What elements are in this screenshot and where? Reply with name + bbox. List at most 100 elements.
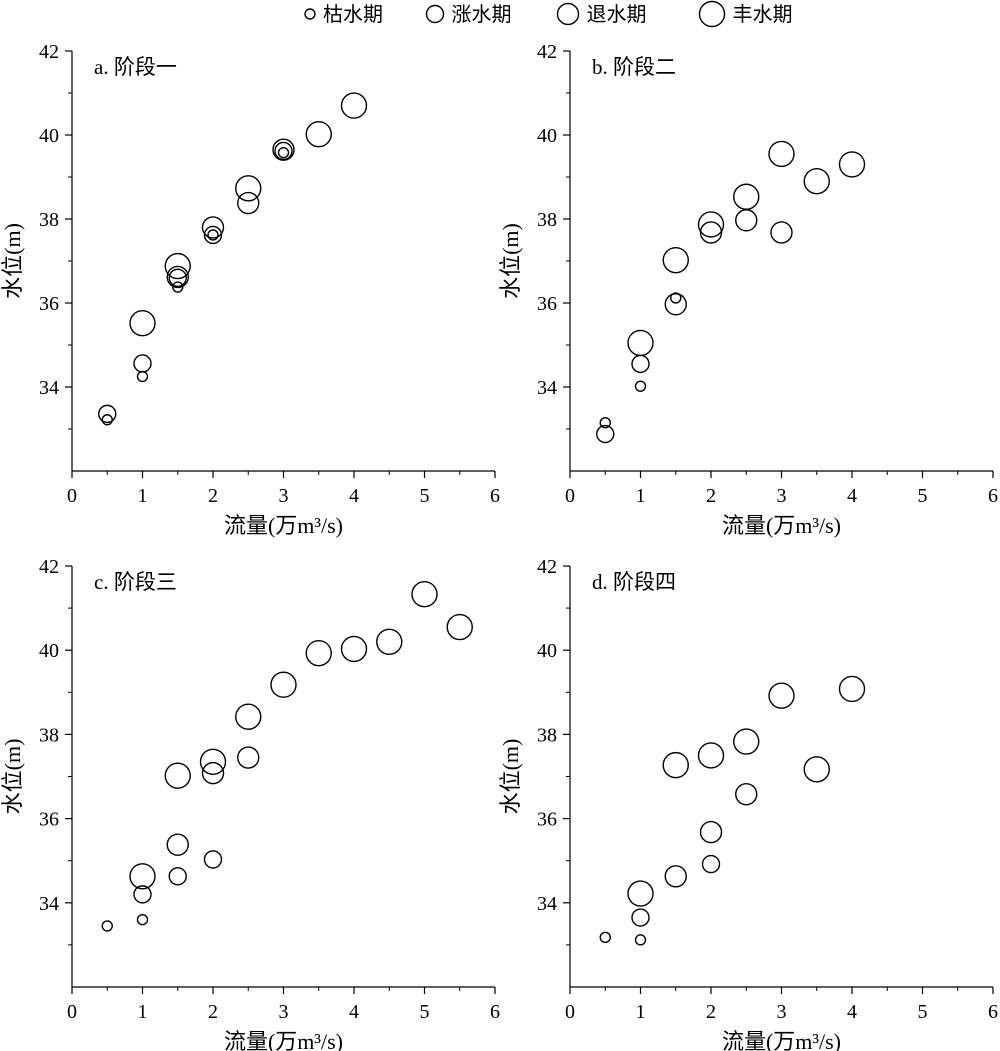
data-point: [129, 863, 156, 890]
data-point: [237, 746, 260, 769]
data-point: [446, 613, 473, 641]
x-tick-label: 2: [208, 485, 218, 507]
data-point: [768, 140, 795, 168]
data-point: [201, 216, 225, 239]
data-point: [662, 246, 689, 274]
y-tick-label: 42: [537, 41, 557, 63]
data-point: [627, 329, 654, 357]
x-tick-label: 1: [636, 485, 646, 507]
x-tick-label: 6: [988, 1001, 998, 1023]
data-point: [735, 209, 758, 232]
data-point: [634, 380, 647, 392]
data-point: [770, 221, 793, 244]
x-tick-label: 4: [349, 485, 359, 507]
data-point: [803, 167, 830, 195]
legend-marker-4: [698, 0, 726, 28]
legend-label-3: 退水期: [587, 3, 647, 26]
data-point: [136, 370, 149, 383]
data-point: [201, 761, 225, 785]
data-point: [203, 850, 223, 869]
data-point: [270, 671, 297, 698]
data-point: [340, 635, 368, 663]
legend-label-4: 丰水期: [733, 3, 793, 26]
x-tick-label: 2: [706, 1001, 716, 1023]
data-point: [670, 292, 682, 304]
y-tick-label: 34: [537, 377, 557, 399]
data-point: [697, 742, 725, 769]
data-point: [164, 252, 191, 280]
x-tick-label: 4: [847, 1001, 857, 1023]
y-axis-label: 水位(m): [498, 739, 523, 815]
x-tick-label: 1: [138, 1001, 148, 1023]
legend-marker-3: [556, 2, 580, 26]
data-point: [634, 934, 647, 946]
data-point: [203, 225, 223, 245]
data-point: [596, 424, 615, 444]
data-point: [98, 404, 117, 424]
data-point: [733, 183, 760, 210]
y-tick-label: 36: [39, 809, 59, 831]
data-point: [101, 414, 113, 426]
x-axis-label: 流量(万m³/s): [224, 513, 343, 538]
data-point: [172, 281, 184, 293]
y-tick-label: 38: [537, 209, 557, 231]
x-tick-label: 3: [777, 1001, 787, 1023]
data-point: [376, 628, 403, 655]
x-tick-label: 0: [67, 1001, 77, 1023]
data-point: [272, 138, 295, 161]
data-point: [631, 908, 650, 927]
data-point: [199, 748, 227, 775]
data-point: [340, 92, 368, 119]
x-tick-label: 5: [420, 485, 430, 507]
data-point: [735, 782, 758, 806]
legend-marker-2: [425, 4, 445, 24]
data-point: [305, 120, 332, 148]
x-tick-label: 0: [67, 485, 77, 507]
x-tick-label: 3: [279, 1001, 289, 1023]
data-point: [166, 265, 189, 289]
y-tick-label: 40: [39, 125, 59, 147]
data-point: [133, 354, 152, 373]
x-axis-label: 流量(万m³/s): [722, 513, 841, 538]
y-tick-label: 42: [39, 41, 59, 63]
data-point: [701, 854, 721, 874]
y-tick-label: 38: [39, 724, 59, 746]
data-point: [768, 682, 795, 709]
y-axis-label: 水位(m): [498, 223, 523, 299]
data-point: [277, 146, 290, 159]
y-tick-label: 40: [537, 640, 557, 662]
x-tick-label: 5: [918, 1001, 928, 1023]
data-point: [599, 417, 611, 429]
y-tick-label: 36: [537, 293, 557, 315]
panel-title: d. 阶段四: [592, 570, 676, 594]
x-tick-label: 2: [208, 1001, 218, 1023]
x-tick-label: 5: [918, 485, 928, 507]
x-tick-label: 4: [349, 1001, 359, 1023]
data-point: [803, 756, 830, 783]
y-tick-label: 40: [537, 125, 557, 147]
data-point: [164, 762, 191, 789]
x-tick-label: 6: [988, 485, 998, 507]
x-tick-label: 1: [636, 1001, 646, 1023]
data-point: [235, 175, 262, 202]
y-tick-label: 42: [39, 556, 59, 578]
x-tick-label: 3: [279, 485, 289, 507]
legend: 枯水期 涨水期 退水期 丰水期: [304, 0, 793, 28]
data-point: [101, 920, 113, 932]
x-tick-label: 0: [565, 485, 575, 507]
data-point: [133, 885, 152, 904]
x-tick-label: 3: [777, 485, 787, 507]
x-tick-label: 6: [490, 485, 500, 507]
y-tick-label: 34: [537, 893, 557, 915]
data-point: [697, 211, 725, 238]
data-point: [599, 931, 611, 944]
y-axis-label: 水位(m): [0, 223, 25, 299]
y-axis-label: 水位(m): [0, 739, 25, 815]
x-tick-label: 2: [706, 485, 716, 507]
data-point: [699, 221, 723, 244]
data-point: [168, 268, 187, 287]
x-tick-label: 4: [847, 485, 857, 507]
